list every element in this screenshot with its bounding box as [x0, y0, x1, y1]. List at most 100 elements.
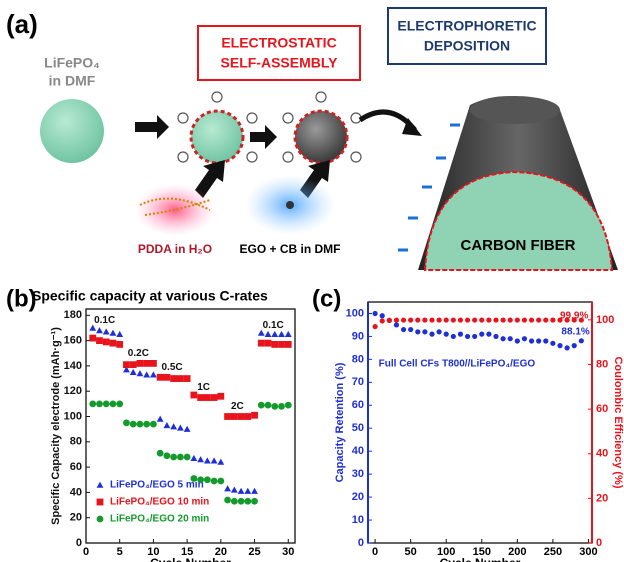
step-label: DEPOSITION — [424, 38, 510, 54]
marker — [578, 338, 584, 344]
marker — [190, 391, 198, 399]
marker — [393, 322, 400, 328]
marker — [156, 373, 164, 381]
charges — [177, 91, 362, 163]
marker — [422, 317, 428, 323]
legend-marker — [96, 481, 104, 488]
marker — [557, 317, 563, 323]
y-axis-label: Specific Capacity electrode (mAh·g⁻¹) — [50, 327, 62, 525]
marker — [257, 339, 265, 347]
marker — [284, 341, 292, 348]
plot-frame — [367, 301, 593, 544]
marker — [271, 341, 279, 348]
schematic: (a) LiFePO₄ in DMF ELECTROSTATIC SELF-AS… — [6, 7, 618, 271]
arrow — [195, 160, 225, 198]
marker — [550, 340, 556, 346]
legend-label: LiFePO₄/EGO 5 min — [110, 480, 204, 491]
marker — [271, 330, 279, 338]
x-tick-label: 30 — [282, 546, 294, 558]
cb-particle — [286, 201, 294, 209]
marker — [386, 317, 392, 323]
marker — [257, 329, 265, 336]
marker — [472, 333, 478, 340]
marker — [429, 317, 435, 323]
annotation: 0.5C — [162, 362, 183, 373]
pdda-label: PDDA in H₂O — [138, 242, 212, 256]
marker — [284, 401, 292, 409]
marker — [170, 375, 178, 382]
marker — [96, 400, 103, 408]
marker — [237, 497, 245, 505]
marker — [457, 331, 464, 337]
marker — [521, 336, 528, 342]
marker — [472, 317, 478, 323]
fiber-end — [470, 96, 560, 124]
marker — [479, 331, 485, 337]
marker — [102, 400, 110, 408]
y2-tick-label: 0 — [596, 537, 602, 549]
marker — [150, 420, 157, 428]
marker — [571, 317, 577, 323]
y2-tick-label: 60 — [596, 403, 608, 415]
marker — [543, 317, 549, 323]
marker — [210, 477, 218, 485]
marker — [176, 424, 184, 431]
marker — [486, 317, 492, 323]
annotation: 99.9% — [560, 310, 588, 321]
marker — [536, 338, 542, 344]
y-tick-label: 180 — [64, 309, 82, 321]
panel-label: (a) — [6, 9, 38, 39]
y-tick-label: 120 — [64, 385, 82, 397]
step-label: ELECTROPHORETIC — [397, 18, 536, 34]
marker — [436, 329, 442, 335]
marker — [408, 326, 414, 333]
marker — [264, 330, 272, 338]
marker — [170, 423, 178, 430]
step-label: SELF-ASSEMBLY — [221, 55, 339, 71]
arrow — [402, 118, 422, 136]
marker — [528, 317, 535, 323]
x-tick-label: 150 — [473, 546, 491, 558]
x-tick-label: 0 — [372, 546, 378, 558]
marker — [443, 331, 449, 337]
y-tick-label: 90 — [352, 330, 364, 342]
marker — [251, 497, 258, 505]
pdda-blob — [135, 184, 215, 236]
marker — [190, 454, 198, 461]
marker — [457, 317, 464, 323]
chart-title: Specific capacity at various C-rates — [32, 288, 268, 304]
marker — [136, 359, 144, 367]
marker — [578, 317, 584, 323]
marker — [408, 317, 414, 323]
marker — [521, 317, 528, 323]
marker — [224, 413, 231, 420]
y-tick-label: 10 — [352, 514, 364, 526]
annotation: 0.1C — [263, 320, 284, 331]
marker — [244, 487, 252, 494]
marker — [210, 457, 218, 464]
marker — [129, 368, 137, 375]
marker — [244, 413, 252, 420]
legend-marker — [96, 498, 104, 506]
marker — [217, 458, 225, 465]
marker — [372, 323, 378, 330]
marker — [123, 419, 130, 427]
y-tick-label: 140 — [64, 360, 82, 372]
x-axis-label: Cycle Number — [440, 556, 521, 562]
x-tick-label: 300 — [579, 546, 597, 558]
marker — [197, 456, 205, 463]
marker — [150, 359, 157, 367]
marker — [379, 318, 385, 324]
marker — [89, 324, 97, 331]
marker — [500, 336, 506, 342]
marker — [89, 334, 97, 342]
marker — [129, 420, 137, 428]
marker — [400, 326, 407, 333]
ego-label: EGO + CB in DMF — [239, 242, 340, 256]
sphere — [293, 109, 349, 165]
marker — [109, 329, 117, 336]
marker — [116, 330, 124, 338]
y-tick-label: 40 — [352, 445, 364, 457]
marker — [197, 394, 205, 401]
marker — [264, 339, 272, 347]
